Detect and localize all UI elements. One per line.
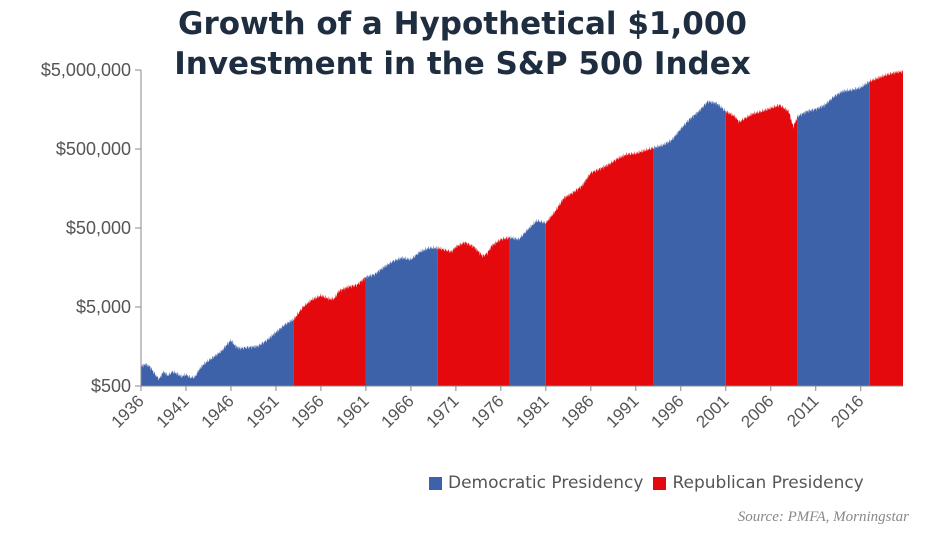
y-tick-label: $5,000 [76,297,131,317]
legend-label-democratic: Democratic Presidency [448,473,644,493]
area-period-3-republican [437,235,510,386]
legend-label-republican: Republican Presidency [672,473,864,493]
area-period-0-democratic [141,318,294,386]
x-tick-label: 2001 [692,391,732,431]
x-tick-label: 2016 [827,391,867,431]
x-tick-label: 1951 [243,391,283,431]
x-tick-label: 1986 [557,391,597,431]
area-period-9-republican [869,70,903,386]
y-tick-label: $500 [91,376,131,396]
x-tick-label: 2011 [783,391,822,430]
y-tick-label: $5,000,000 [41,60,131,80]
x-tick-label: 1966 [378,391,418,431]
x-tick-label: 1976 [468,391,508,431]
legend-item-republican: Republican Presidency [653,473,864,493]
y-axis-ticks: $500 $5,000 $50,000 $500,000 $5,000,000 [41,60,141,396]
x-tick-label: 1936 [108,391,148,431]
chart-legend: Democratic Presidency Republican Preside… [429,471,874,495]
legend-item-democratic: Democratic Presidency [429,473,643,493]
area-period-8-democratic [797,80,870,386]
chart-areas [141,70,903,386]
source-note: Source: PMFA, Morningstar [737,509,909,525]
x-tick-label: 1971 [423,391,463,431]
x-tick-label: 2006 [737,391,777,431]
x-tick-label: 1941 [153,391,193,431]
legend-swatch-republican [653,476,667,490]
x-tick-label: 1961 [333,391,373,431]
area-period-1-republican [293,276,366,386]
x-tick-label: 1946 [198,391,238,431]
chart-title: Growth of a Hypothetical $1,000 Investme… [0,4,925,84]
x-tick-label: 1996 [647,391,687,431]
x-axis-ticks: 1936 1941 1946 1951 1956 1961 1966 1971 1976 1981… [108,386,868,432]
area-period-4-democratic [509,218,546,386]
area-period-5-republican [545,146,654,386]
chart-title-line-1: Growth of a Hypothetical $1,000 [178,6,747,42]
area-period-6-democratic [653,99,726,386]
x-tick-label: 1956 [288,391,328,431]
y-tick-label: $50,000 [66,218,131,238]
area-period-7-republican [725,103,798,386]
x-tick-label: 1981 [512,391,552,431]
area-period-2-democratic [365,245,438,386]
chart-title-line-2: Investment in the S&P 500 Index [174,46,751,82]
x-tick-label: 1991 [602,391,642,431]
y-tick-label: $500,000 [56,139,131,159]
legend-swatch-democratic [429,476,442,490]
